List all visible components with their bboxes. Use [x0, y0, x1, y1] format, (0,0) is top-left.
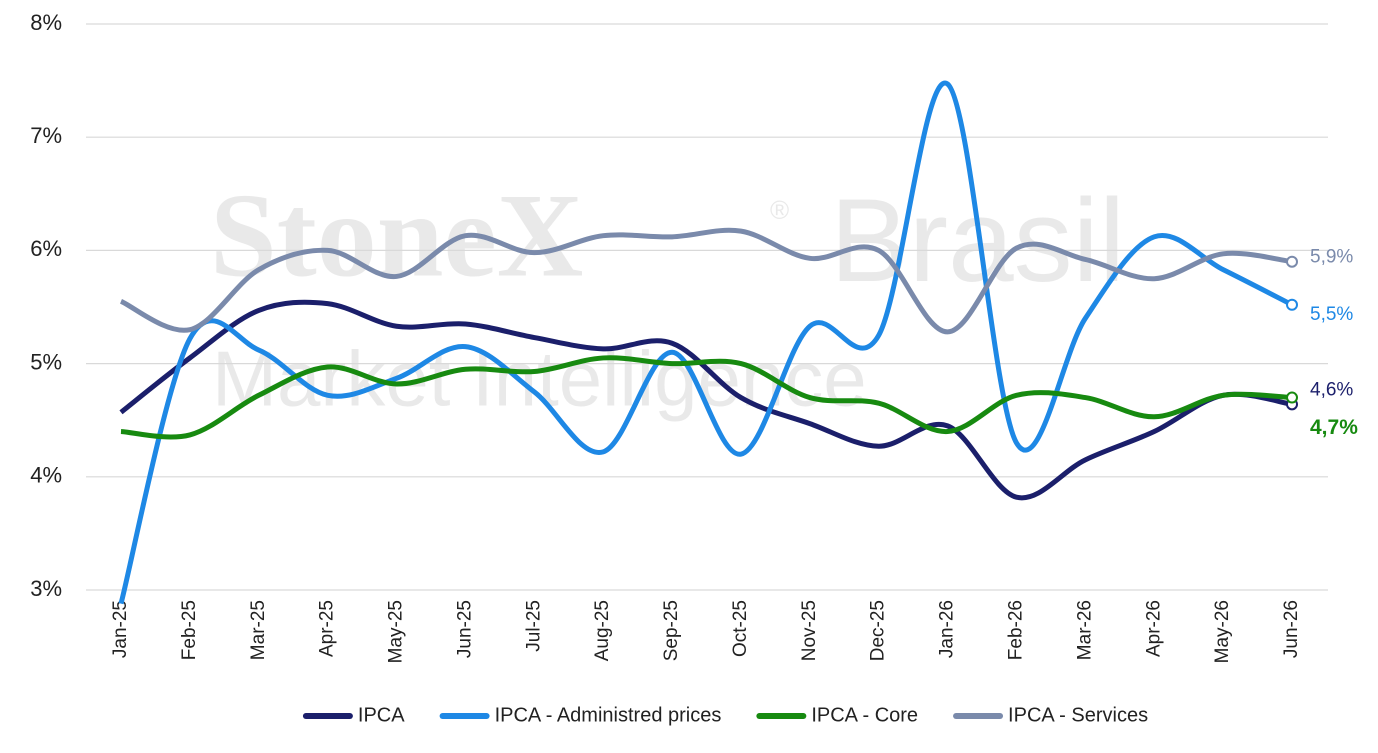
x-tick-label: Jan-25	[110, 600, 131, 658]
watermark-mark: ®	[770, 195, 789, 225]
value-label: 4,7%	[1310, 416, 1358, 439]
end-marker	[1286, 255, 1298, 268]
line-series	[118, 80, 1294, 605]
y-tick-label: 4%	[30, 463, 62, 488]
value-label: 5,5%	[1310, 304, 1353, 325]
x-tick-label: Feb-26	[1005, 600, 1026, 660]
y-tick-label: 6%	[30, 236, 62, 261]
end-marker	[1286, 391, 1298, 404]
legend-label: IPCA - Services	[1008, 704, 1148, 726]
x-tick-label: Oct-25	[730, 600, 751, 657]
x-tick-label: Jul-25	[523, 600, 544, 652]
y-tick-label: 7%	[30, 123, 62, 148]
x-tick-label: May-26	[1212, 600, 1233, 663]
legend-label: IPCA - Administred prices	[495, 704, 722, 726]
x-tick-label: Apr-25	[317, 600, 338, 657]
end-marker	[1286, 298, 1298, 311]
x-tick-label: Nov-25	[799, 600, 820, 661]
x-tick-label: Mar-25	[248, 600, 269, 660]
legend-label: IPCA - Core	[811, 704, 918, 726]
x-tick-label: Aug-25	[592, 600, 613, 661]
y-tick-label: 3%	[30, 576, 62, 601]
x-tick-label: Apr-26	[1143, 600, 1164, 657]
line-series	[120, 355, 1293, 440]
x-tick-label: Mar-26	[1074, 600, 1095, 660]
x-tick-label: Jan-26	[937, 600, 958, 658]
line-series	[119, 299, 1293, 501]
y-tick-label: 5%	[30, 349, 62, 374]
legend: IPCA IPCA - Administred prices IPCA - Core…	[302, 704, 1148, 726]
x-tick-label: Dec-25	[868, 600, 889, 661]
legend-label: IPCA	[358, 704, 405, 726]
line-series	[119, 227, 1293, 335]
y-tick-label: 8%	[30, 10, 62, 35]
value-label: 5,9%	[1310, 247, 1353, 268]
x-tick-label: Sep-25	[661, 600, 682, 661]
x-tick-label: Jun-25	[454, 600, 475, 658]
watermark-brand: StoneX	[210, 169, 583, 302]
value-label: 4,6%	[1310, 379, 1353, 400]
x-tick-label: May-25	[386, 600, 407, 663]
x-tick-label: Jun-26	[1281, 600, 1302, 658]
x-tick-label: Feb-25	[179, 600, 200, 660]
